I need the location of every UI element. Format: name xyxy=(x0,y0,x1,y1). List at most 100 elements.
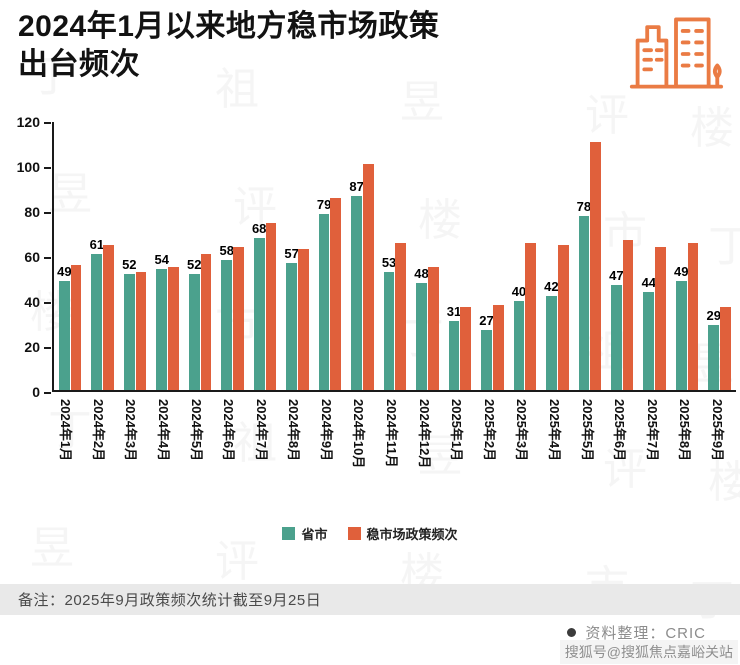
bar-chart: 120 100 80 60 40 20 0 49 61 52 54 52 58 68 57 79 87 53 48… xyxy=(8,114,736,504)
y-tick-label: 120 xyxy=(16,114,52,130)
bar-稳市场政策频次 xyxy=(298,249,309,390)
y-tick-label: 60 xyxy=(24,249,51,265)
legend-swatch-icon xyxy=(282,527,296,540)
y-tick-label: 20 xyxy=(24,339,51,355)
bar-省市: 27 xyxy=(479,313,494,390)
x-axis-label: 2024年12月 xyxy=(416,399,432,469)
plot-area: 49 61 52 54 52 58 68 57 79 87 53 48 31 27 40 42 78 47 44 49… xyxy=(52,122,736,392)
bullet-icon xyxy=(567,628,577,637)
note-bar: 备注：2025年9月政策频次统计截至9月25日 xyxy=(0,584,740,615)
bar-省市: 31 xyxy=(447,304,461,390)
bar-value-label: 79 xyxy=(316,196,332,212)
bar-省市: 58 xyxy=(219,243,234,390)
bar-省市: 78 xyxy=(577,199,591,390)
bar-省市: 48 xyxy=(414,266,429,390)
bar-value-label: 27 xyxy=(479,312,494,328)
y-tick-label: 40 xyxy=(24,294,51,310)
x-axis-label: 2024年10月 xyxy=(351,399,367,469)
bar-group: 52 xyxy=(119,122,151,390)
legend-item: 稳市场政策频次 xyxy=(347,524,458,543)
legend-swatch-icon xyxy=(347,527,361,540)
bar-group: 58 xyxy=(216,122,248,390)
bar-省市: 44 xyxy=(642,275,656,390)
x-axis-label: 2024年4月 xyxy=(156,399,172,462)
bar-group: 40 xyxy=(509,122,541,390)
x-axis-label: 2024年3月 xyxy=(123,399,139,462)
bar-value-label: 57 xyxy=(284,245,299,261)
bar-value-label: 87 xyxy=(349,178,364,194)
bar-稳市场政策频次 xyxy=(427,267,439,390)
bar-稳市场政策频次 xyxy=(103,244,114,390)
bar-稳市场政策频次 xyxy=(330,197,342,390)
bar-稳市场政策频次 xyxy=(687,242,699,390)
header: 2024年1月以来地方稳市场政策 出台频次 xyxy=(18,8,610,85)
bar-group: 49 xyxy=(54,122,86,390)
bar-group: 31 xyxy=(444,122,476,390)
bar-value-label: 49 xyxy=(57,263,72,279)
bar-value-label: 54 xyxy=(154,252,169,268)
bar-value-label: 31 xyxy=(446,303,462,319)
buildings-icon xyxy=(629,17,724,89)
source-row: 资料整理：CRIC xyxy=(567,622,706,643)
bar-value-label: 58 xyxy=(219,243,234,259)
bar-group: 53 xyxy=(379,122,411,390)
x-axis-label: 2025年2月 xyxy=(481,399,497,462)
bar-省市: 68 xyxy=(252,221,266,390)
x-axis-label: 2025年8月 xyxy=(677,399,693,462)
bar-value-label: 53 xyxy=(381,254,397,270)
bar-稳市场政策频次 xyxy=(460,307,472,390)
bar-稳市场政策频次 xyxy=(622,240,634,390)
note-text: 备注：2025年9月政策频次统计截至9月25日 xyxy=(18,592,322,609)
bar-group: 61 xyxy=(86,122,118,390)
bar-group: 79 xyxy=(314,122,346,390)
bar-group: 44 xyxy=(638,122,670,390)
bar-value-label: 29 xyxy=(706,308,721,324)
bar-group: 78 xyxy=(574,122,606,390)
source-text: 资料整理：CRIC xyxy=(585,625,706,642)
x-axis-label: 2025年5月 xyxy=(579,399,595,462)
bar-group: 52 xyxy=(184,122,216,390)
bar-group: 87 xyxy=(346,122,378,390)
chart-title: 2024年1月以来地方稳市场政策 出台频次 xyxy=(18,10,440,82)
bar-稳市场政策频次 xyxy=(655,247,666,390)
bar-省市: 53 xyxy=(382,255,396,390)
bar-稳市场政策频次 xyxy=(720,307,731,390)
x-axis-label: 2025年4月 xyxy=(546,399,562,462)
bar-group: 57 xyxy=(281,122,313,390)
bar-省市: 87 xyxy=(349,179,364,390)
bar-省市: 52 xyxy=(122,257,137,390)
x-axis-label: 2025年7月 xyxy=(644,399,660,462)
bar-group: 47 xyxy=(606,122,638,390)
bar-省市: 52 xyxy=(187,257,201,390)
x-axis-label: 2024年8月 xyxy=(286,399,302,462)
bar-省市: 42 xyxy=(544,279,559,390)
bar-省市: 61 xyxy=(90,237,104,390)
bar-value-label: 40 xyxy=(511,283,527,299)
bar-稳市场政策频次 xyxy=(265,222,277,390)
bar-group: 68 xyxy=(249,122,281,390)
bar-稳市场政策频次 xyxy=(362,164,374,390)
bar-稳市场政策频次 xyxy=(395,242,407,390)
x-axis-label: 2025年6月 xyxy=(612,399,628,462)
bar-value-label: 68 xyxy=(251,221,267,237)
bar-group: 49 xyxy=(671,122,703,390)
legend-item: 省市 xyxy=(282,524,328,543)
chart-legend: 省市 稳市场政策频次 xyxy=(0,524,740,543)
bar-value-label: 48 xyxy=(414,265,429,281)
y-tick-label: 100 xyxy=(16,159,52,175)
bar-group: 29 xyxy=(703,122,735,390)
bar-group: 48 xyxy=(411,122,443,390)
x-axis-label: 2025年1月 xyxy=(449,399,465,462)
bar-省市: 54 xyxy=(155,252,169,390)
x-axis-label: 2024年11月 xyxy=(384,399,400,468)
bar-value-label: 61 xyxy=(89,236,105,252)
bar-省市: 49 xyxy=(57,264,72,390)
bar-省市: 57 xyxy=(284,246,299,390)
legend-label: 省市 xyxy=(301,527,328,542)
x-axis-label: 2024年9月 xyxy=(318,399,334,462)
bar-value-label: 47 xyxy=(609,268,624,284)
x-axis-label: 2024年7月 xyxy=(253,399,269,462)
bar-稳市场政策频次 xyxy=(168,267,179,390)
x-axis-label: 2024年6月 xyxy=(221,399,237,462)
